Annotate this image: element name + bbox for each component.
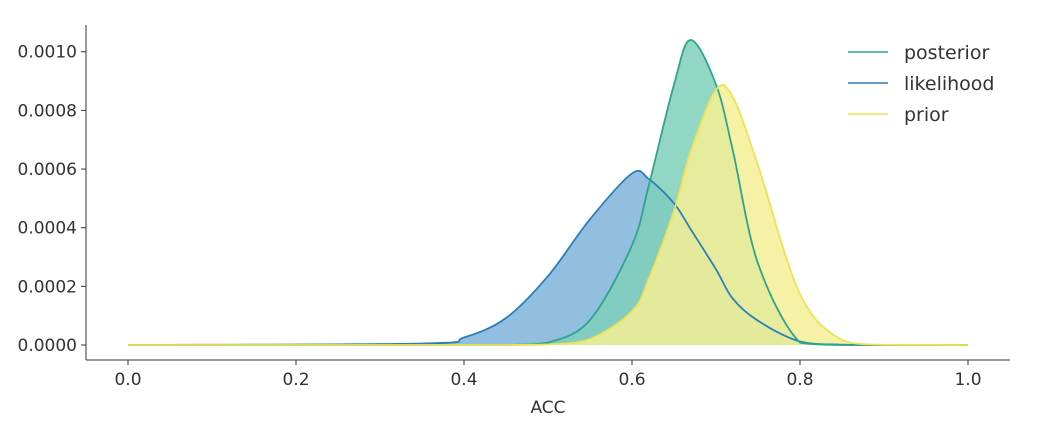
- x-tick-label: 1.0: [954, 370, 981, 390]
- area-prior: [128, 84, 968, 345]
- legend-label-posterior: posterior: [904, 42, 989, 64]
- legend-label-likelihood: likelihood: [904, 73, 994, 95]
- line-prior: [127, 84, 969, 346]
- plot-area: [127, 39, 969, 346]
- y-axis: 0.0000 0.0002 0.0004 0.0006 0.0008 0.0010: [18, 25, 87, 360]
- y-tick-label: 0.0006: [18, 160, 77, 180]
- x-tick-label: 0.2: [282, 370, 309, 390]
- y-tick-label: 0.0002: [18, 277, 77, 297]
- y-tick-label: 0.0008: [18, 101, 77, 121]
- x-tick-label: 0.8: [786, 370, 813, 390]
- x-tick-label: 0.4: [450, 370, 477, 390]
- y-tick-label: 0.0010: [18, 43, 77, 63]
- y-tick-label: 0.0004: [18, 219, 77, 239]
- x-axis: 0.0 0.2 0.4 0.6 0.8 1.0: [86, 359, 1010, 390]
- legend: posterior likelihood prior: [848, 42, 994, 126]
- x-tick-label: 0.6: [618, 370, 645, 390]
- x-axis-title: ACC: [530, 398, 565, 418]
- area-likelihood: [128, 170, 968, 345]
- y-tick-label: 0.0000: [18, 336, 77, 356]
- x-tick-label: 0.0: [114, 370, 141, 390]
- legend-label-prior: prior: [904, 104, 949, 126]
